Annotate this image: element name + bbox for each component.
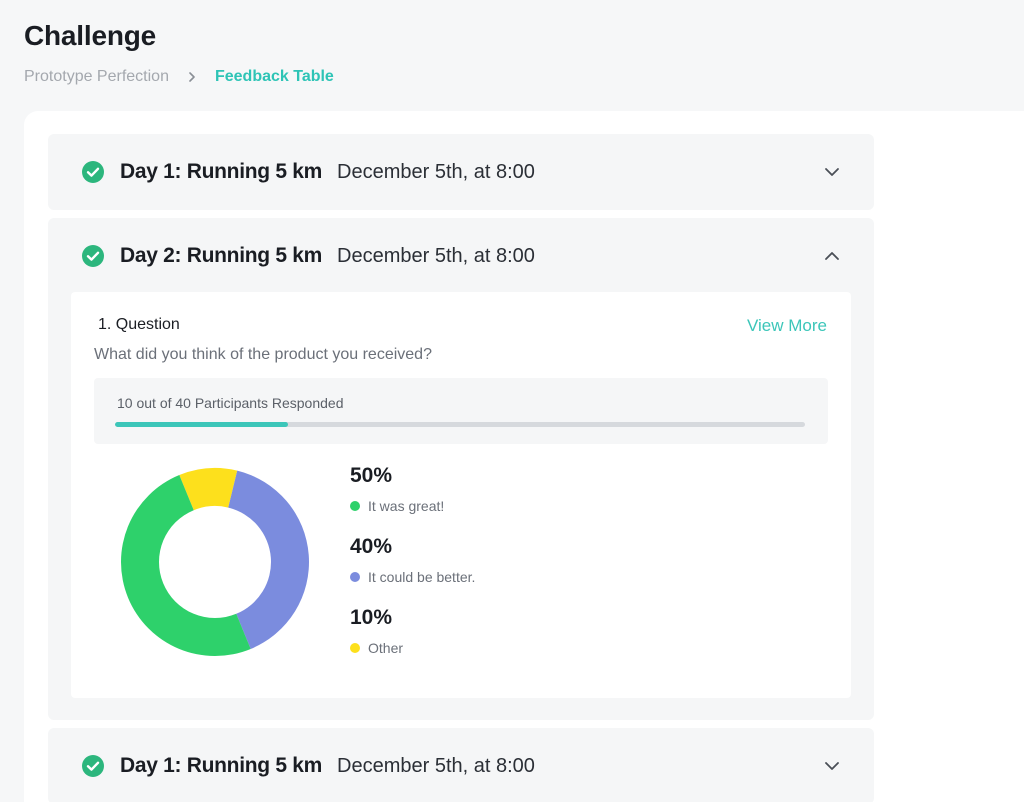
day-title: Day 2: Running 5 km bbox=[120, 244, 323, 267]
legend-percent: 10% bbox=[350, 606, 393, 629]
legend-percent: 40% bbox=[350, 535, 393, 558]
question-label: 1. Question bbox=[98, 316, 180, 333]
legend-dot bbox=[350, 572, 360, 582]
day-card-header[interactable]: Day 1: Running 5 km December 5th, at 8:0… bbox=[48, 728, 874, 802]
legend-dot bbox=[350, 643, 360, 653]
day-date: December 5th, at 8:00 bbox=[337, 160, 535, 183]
donut-slice-it-was-great bbox=[121, 475, 251, 656]
legend-item: 40% It could be better. bbox=[350, 535, 475, 606]
day-title: Day 1: Running 5 km bbox=[120, 754, 323, 777]
day-card-header[interactable]: Day 1: Running 5 km December 5th, at 8:0… bbox=[48, 134, 874, 210]
view-more-link[interactable]: View More bbox=[747, 316, 827, 335]
day-card: Day 1: Running 5 km December 5th, at 8:0… bbox=[48, 728, 874, 802]
response-progress-fill bbox=[115, 422, 288, 427]
chevron-right-icon bbox=[187, 72, 197, 82]
response-count-label: 10 out of 40 Participants Responded bbox=[117, 395, 344, 411]
legend-label: It was great! bbox=[368, 498, 445, 514]
page-title: Challenge bbox=[24, 20, 157, 51]
donut-slice-other bbox=[179, 468, 238, 511]
day-date: December 5th, at 8:00 bbox=[337, 754, 535, 777]
donut-slice-it-could-be-better bbox=[228, 470, 309, 649]
breadcrumb-current: Feedback Table bbox=[214, 68, 334, 85]
day-card-expanded: Day 2: Running 5 km December 5th, at 8:0… bbox=[48, 218, 874, 720]
chart-legend: 50% It was great! 40% It could be better… bbox=[350, 464, 475, 677]
check-circle-icon bbox=[81, 244, 105, 268]
legend-label: It could be better. bbox=[368, 569, 476, 585]
donut-chart bbox=[121, 468, 309, 656]
legend-item: 50% It was great! bbox=[350, 464, 475, 535]
check-circle-icon bbox=[81, 160, 105, 184]
legend-percent: 50% bbox=[350, 464, 393, 487]
chevron-up-icon[interactable] bbox=[823, 247, 841, 265]
day-title: Day 1: Running 5 km bbox=[120, 160, 323, 183]
legend-dot bbox=[350, 501, 360, 511]
day-card-header[interactable]: Day 2: Running 5 km December 5th, at 8:0… bbox=[48, 218, 874, 294]
response-summary: 10 out of 40 Participants Responded bbox=[94, 378, 828, 444]
chevron-down-icon[interactable] bbox=[823, 163, 841, 181]
check-circle-icon bbox=[81, 754, 105, 778]
question-text: What did you think of the product you re… bbox=[94, 346, 432, 363]
breadcrumb: Prototype Perfection Feedback Table bbox=[24, 68, 334, 86]
response-progress-bar bbox=[115, 422, 805, 427]
day-card: Day 1: Running 5 km December 5th, at 8:0… bbox=[48, 134, 874, 210]
legend-item: 10% Other bbox=[350, 606, 475, 677]
day-date: December 5th, at 8:00 bbox=[337, 244, 535, 267]
chevron-down-icon[interactable] bbox=[823, 757, 841, 775]
legend-label: Other bbox=[368, 640, 404, 656]
question-panel: 1. Question View More What did you think… bbox=[71, 292, 851, 698]
breadcrumb-parent[interactable]: Prototype Perfection bbox=[24, 68, 169, 85]
